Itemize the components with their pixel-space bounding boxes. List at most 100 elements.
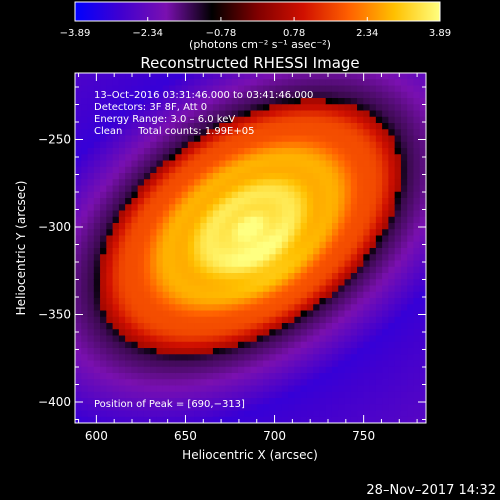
heatmap-cell xyxy=(181,85,189,93)
heatmap-cell xyxy=(156,235,164,243)
heatmap-cell xyxy=(125,310,133,318)
heatmap-cell xyxy=(169,204,176,212)
heatmap-cell xyxy=(237,398,245,405)
heatmap-cell xyxy=(394,160,402,168)
heatmap-cell xyxy=(288,160,295,168)
heatmap-cell xyxy=(338,273,346,280)
heatmap-cell xyxy=(300,360,308,368)
heatmap-cell xyxy=(131,198,139,205)
heatmap-cell xyxy=(363,223,371,230)
heatmap-cell xyxy=(225,341,233,349)
heatmap-cell xyxy=(137,323,145,330)
heatmap-cell xyxy=(400,398,408,405)
heatmap-cell xyxy=(313,373,321,380)
heatmap-cell xyxy=(369,398,377,405)
heatmap-cell xyxy=(413,410,421,418)
heatmap-cell xyxy=(350,210,358,218)
heatmap-cell xyxy=(357,123,364,130)
heatmap-cell xyxy=(131,191,139,199)
heatmap-cell xyxy=(156,335,164,343)
heatmap-cell xyxy=(306,248,314,255)
heatmap-cell xyxy=(250,104,258,112)
heatmap-cell xyxy=(413,385,421,393)
heatmap-cell xyxy=(125,391,133,399)
heatmap-cell xyxy=(413,273,421,280)
heatmap-cell xyxy=(419,373,426,380)
heatmap-cell xyxy=(118,98,126,105)
heatmap-cell xyxy=(294,229,302,237)
heatmap-cell xyxy=(87,204,95,212)
heatmap-cell xyxy=(194,141,201,149)
heatmap-cell xyxy=(394,298,402,305)
heatmap-cell xyxy=(369,173,377,180)
heatmap-cell xyxy=(369,79,377,87)
heatmap-cell xyxy=(156,279,164,287)
heatmap-cell xyxy=(306,235,314,243)
heatmap-cell xyxy=(106,391,114,399)
heatmap-cell xyxy=(281,273,289,280)
heatmap-cell xyxy=(350,398,358,405)
heatmap-cell xyxy=(300,398,308,405)
heatmap-cell xyxy=(112,329,120,337)
heatmap-cell xyxy=(331,354,339,362)
heatmap-cell xyxy=(212,385,220,393)
heatmap-cell xyxy=(269,279,277,287)
heatmap-cell xyxy=(206,173,214,180)
heatmap-cell xyxy=(100,185,107,193)
heatmap-cell xyxy=(382,335,389,343)
heatmap-cell xyxy=(212,123,220,130)
heatmap-cell xyxy=(256,248,264,255)
heatmap-cell xyxy=(294,254,302,262)
heatmap-cell xyxy=(150,73,158,80)
heatmap-cell xyxy=(331,416,339,423)
heatmap-cell xyxy=(118,116,126,124)
heatmap-cell xyxy=(81,404,89,412)
heatmap-cell xyxy=(162,260,170,268)
heatmap-cell xyxy=(125,329,133,337)
heatmap-cell xyxy=(419,354,426,362)
heatmap-cell xyxy=(137,398,145,405)
heatmap-cell xyxy=(237,160,245,168)
heatmap-cell xyxy=(294,210,302,218)
heatmap-cell xyxy=(275,373,283,380)
heatmap-cell xyxy=(338,248,346,255)
heatmap-cell xyxy=(375,279,383,287)
heatmap-cell xyxy=(350,154,358,162)
heatmap-cell xyxy=(143,210,151,218)
heatmap-cell xyxy=(382,198,389,205)
heatmap-cell xyxy=(106,410,114,418)
heatmap-cell xyxy=(237,191,245,199)
heatmap-cell xyxy=(131,316,139,324)
heatmap-cell xyxy=(169,141,176,149)
heatmap-cell xyxy=(306,204,314,212)
heatmap-cell xyxy=(413,191,421,199)
heatmap-cell xyxy=(344,160,352,168)
heatmap-cell xyxy=(331,341,339,349)
heatmap-cell xyxy=(263,185,270,193)
heatmap-cell xyxy=(306,191,314,199)
heatmap-cell xyxy=(219,335,227,343)
heatmap-cell xyxy=(269,154,277,162)
heatmap-cell xyxy=(288,148,295,155)
heatmap-cell xyxy=(100,254,107,262)
heatmap-cell xyxy=(269,348,277,355)
heatmap-cell xyxy=(81,248,89,255)
heatmap-cell xyxy=(106,254,114,262)
heatmap-cell xyxy=(306,216,314,224)
heatmap-cell xyxy=(325,273,333,280)
heatmap-cell xyxy=(319,198,327,205)
heatmap-cell xyxy=(288,104,295,112)
heatmap-cell xyxy=(313,398,321,405)
heatmap-cell xyxy=(419,110,426,118)
heatmap-cell xyxy=(156,110,164,118)
heatmap-cell xyxy=(181,129,189,137)
heatmap-cell xyxy=(162,360,170,368)
heatmap-cell xyxy=(306,141,314,149)
heatmap-cell xyxy=(212,329,220,337)
heatmap-cell xyxy=(93,341,101,349)
heatmap-cell xyxy=(75,260,82,268)
heatmap-cell xyxy=(275,173,283,180)
heatmap-cell xyxy=(143,223,151,230)
heatmap-cell xyxy=(169,254,176,262)
